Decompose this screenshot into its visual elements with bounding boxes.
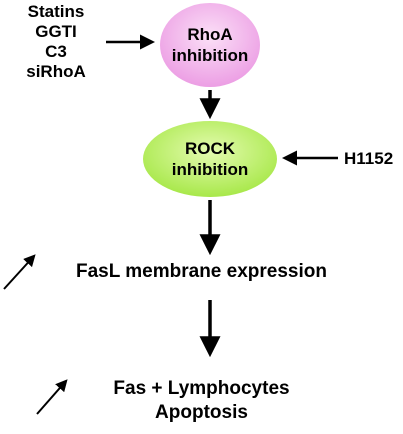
- rock-inhibitor-label: H1152: [344, 149, 394, 168]
- inhibitor-c3: C3: [45, 42, 67, 61]
- rhoa-node-shape: [160, 3, 260, 87]
- rhoa-inhibitor-list: Statins GGTI C3 siRhoA: [4, 2, 108, 82]
- rock-node-label: ROCK inhibition: [171, 139, 249, 179]
- inhibitor-ggti: GGTI: [35, 22, 77, 41]
- increase-arrow-fasl: [3, 254, 36, 290]
- apoptosis-label: Fas + Lymphocytes Apoptosis: [113, 378, 290, 423]
- increase-arrow-apoptosis: [36, 379, 68, 415]
- inhibitor-statins: Statins: [27, 2, 85, 21]
- rhoa-node-label: RhoA inhibition: [171, 25, 249, 65]
- fasl-expression-label: FasL membrane expression: [76, 261, 327, 282]
- rock-node-shape: [143, 121, 277, 197]
- inhibitor-sirhoa: siRhoA: [26, 62, 86, 81]
